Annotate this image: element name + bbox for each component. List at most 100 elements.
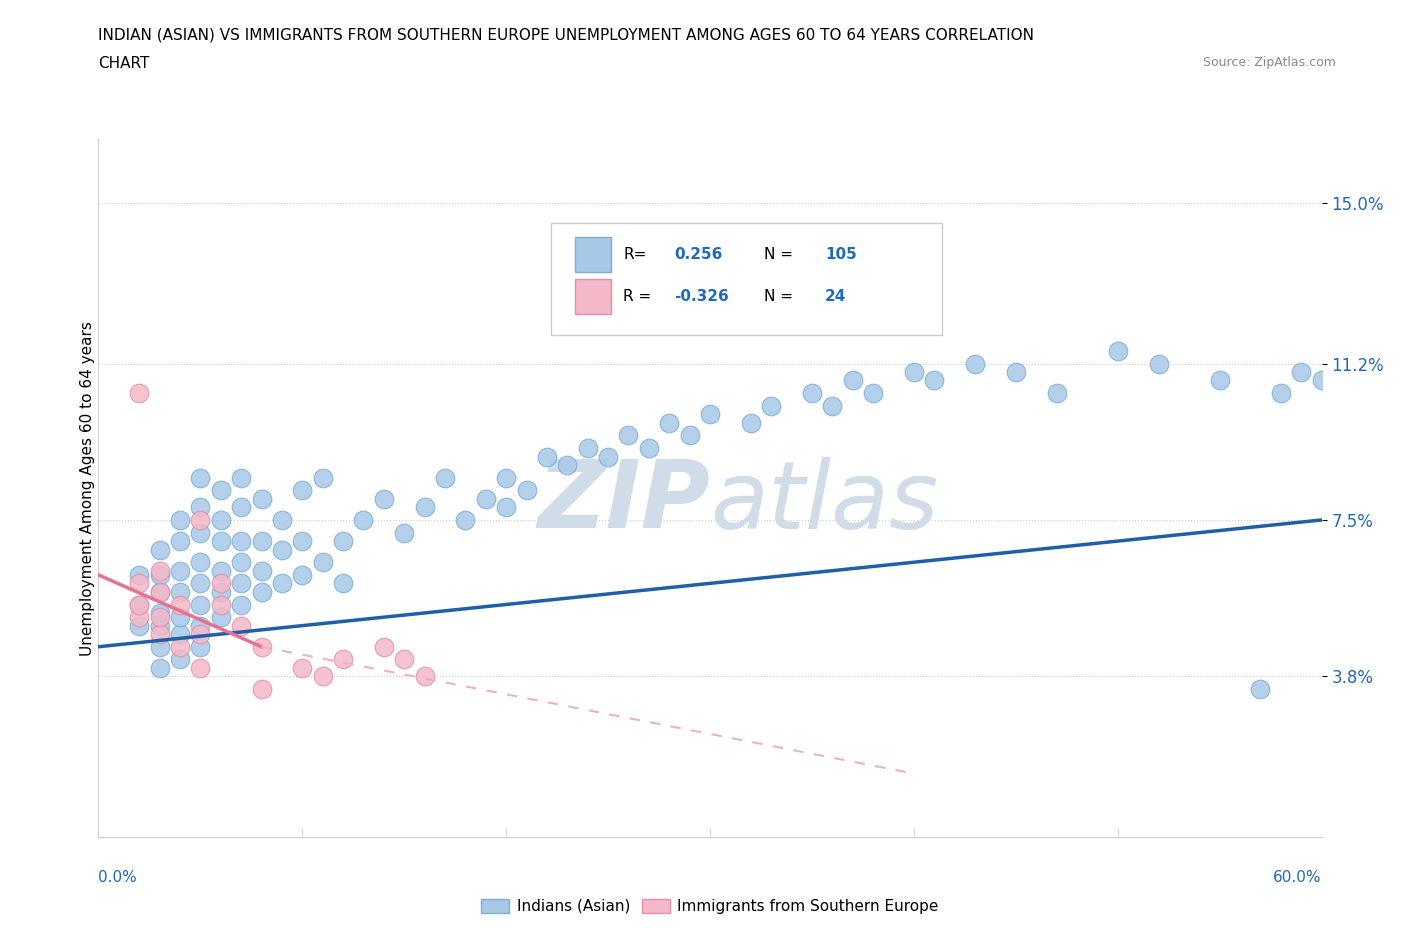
Point — [128, 576, 150, 591]
Point — [1045, 386, 1069, 401]
Point — [188, 499, 212, 514]
Point — [1249, 682, 1271, 697]
Point — [209, 534, 232, 549]
Point — [231, 499, 253, 514]
Point — [250, 534, 273, 549]
Point — [149, 627, 172, 642]
Point — [332, 652, 354, 667]
Point — [474, 491, 498, 506]
Text: N =: N = — [763, 247, 793, 262]
Point — [188, 627, 212, 642]
Point — [209, 576, 232, 591]
Text: CHART: CHART — [98, 56, 150, 71]
Point — [128, 597, 150, 612]
Point — [149, 605, 172, 620]
Point — [128, 618, 150, 633]
Point — [231, 597, 253, 612]
Point — [270, 576, 294, 591]
Text: 0.0%: 0.0% — [98, 870, 138, 884]
Point — [169, 597, 191, 612]
Point — [231, 534, 253, 549]
FancyBboxPatch shape — [551, 223, 942, 335]
Point — [149, 567, 172, 582]
Point — [209, 584, 232, 599]
Point — [516, 483, 538, 498]
Text: INDIAN (ASIAN) VS IMMIGRANTS FROM SOUTHERN EUROPE UNEMPLOYMENT AMONG AGES 60 TO : INDIAN (ASIAN) VS IMMIGRANTS FROM SOUTHE… — [98, 28, 1035, 43]
Point — [555, 458, 579, 472]
FancyBboxPatch shape — [575, 237, 612, 272]
Point — [576, 441, 599, 456]
Point — [169, 652, 191, 667]
Point — [169, 639, 191, 654]
Point — [188, 525, 212, 540]
Point — [617, 428, 640, 443]
Point — [169, 564, 191, 578]
Point — [250, 564, 273, 578]
Point — [759, 398, 782, 413]
Text: -0.326: -0.326 — [675, 289, 730, 304]
Point — [231, 471, 253, 485]
Point — [433, 471, 456, 485]
Point — [169, 627, 191, 642]
Text: 105: 105 — [825, 247, 856, 262]
Point — [209, 564, 232, 578]
Point — [903, 365, 925, 379]
Text: Source: ZipAtlas.com: Source: ZipAtlas.com — [1202, 56, 1336, 69]
Point — [149, 610, 172, 625]
Point — [231, 555, 253, 570]
Point — [188, 512, 212, 527]
Point — [312, 669, 335, 684]
Point — [169, 534, 191, 549]
Point — [392, 525, 416, 540]
Point — [209, 512, 232, 527]
Point — [637, 441, 661, 456]
Point — [291, 567, 314, 582]
Point — [332, 576, 354, 591]
Point — [169, 512, 191, 527]
Text: ZIP: ZIP — [537, 457, 710, 548]
Point — [149, 584, 172, 599]
Point — [1107, 343, 1129, 358]
Point — [188, 576, 212, 591]
Point — [454, 512, 477, 527]
Point — [188, 618, 212, 633]
Point — [128, 597, 150, 612]
Point — [699, 406, 721, 421]
Point — [841, 373, 863, 388]
Point — [291, 483, 314, 498]
Point — [270, 512, 294, 527]
Point — [250, 491, 273, 506]
FancyBboxPatch shape — [575, 279, 612, 313]
Point — [128, 386, 150, 401]
Text: 60.0%: 60.0% — [1274, 870, 1322, 884]
Point — [679, 428, 702, 443]
Point — [188, 597, 212, 612]
Legend: Indians (Asian), Immigrants from Southern Europe: Indians (Asian), Immigrants from Souther… — [475, 893, 945, 920]
Point — [209, 483, 232, 498]
Y-axis label: Unemployment Among Ages 60 to 64 years: Unemployment Among Ages 60 to 64 years — [80, 321, 94, 656]
Point — [495, 499, 517, 514]
Point — [209, 610, 232, 625]
Point — [413, 499, 436, 514]
Point — [188, 639, 212, 654]
Point — [231, 618, 253, 633]
Point — [862, 386, 884, 401]
Point — [291, 660, 314, 675]
Point — [392, 652, 416, 667]
Point — [128, 610, 150, 625]
Point — [188, 660, 212, 675]
Point — [495, 471, 517, 485]
Point — [312, 471, 335, 485]
Point — [250, 639, 273, 654]
Point — [922, 373, 945, 388]
Point — [801, 386, 824, 401]
Point — [231, 576, 253, 591]
Point — [188, 555, 212, 570]
Point — [1291, 365, 1313, 379]
Point — [373, 491, 395, 506]
Point — [291, 534, 314, 549]
Point — [149, 618, 172, 633]
Point — [965, 356, 987, 371]
Point — [1310, 373, 1333, 388]
Point — [169, 584, 191, 599]
